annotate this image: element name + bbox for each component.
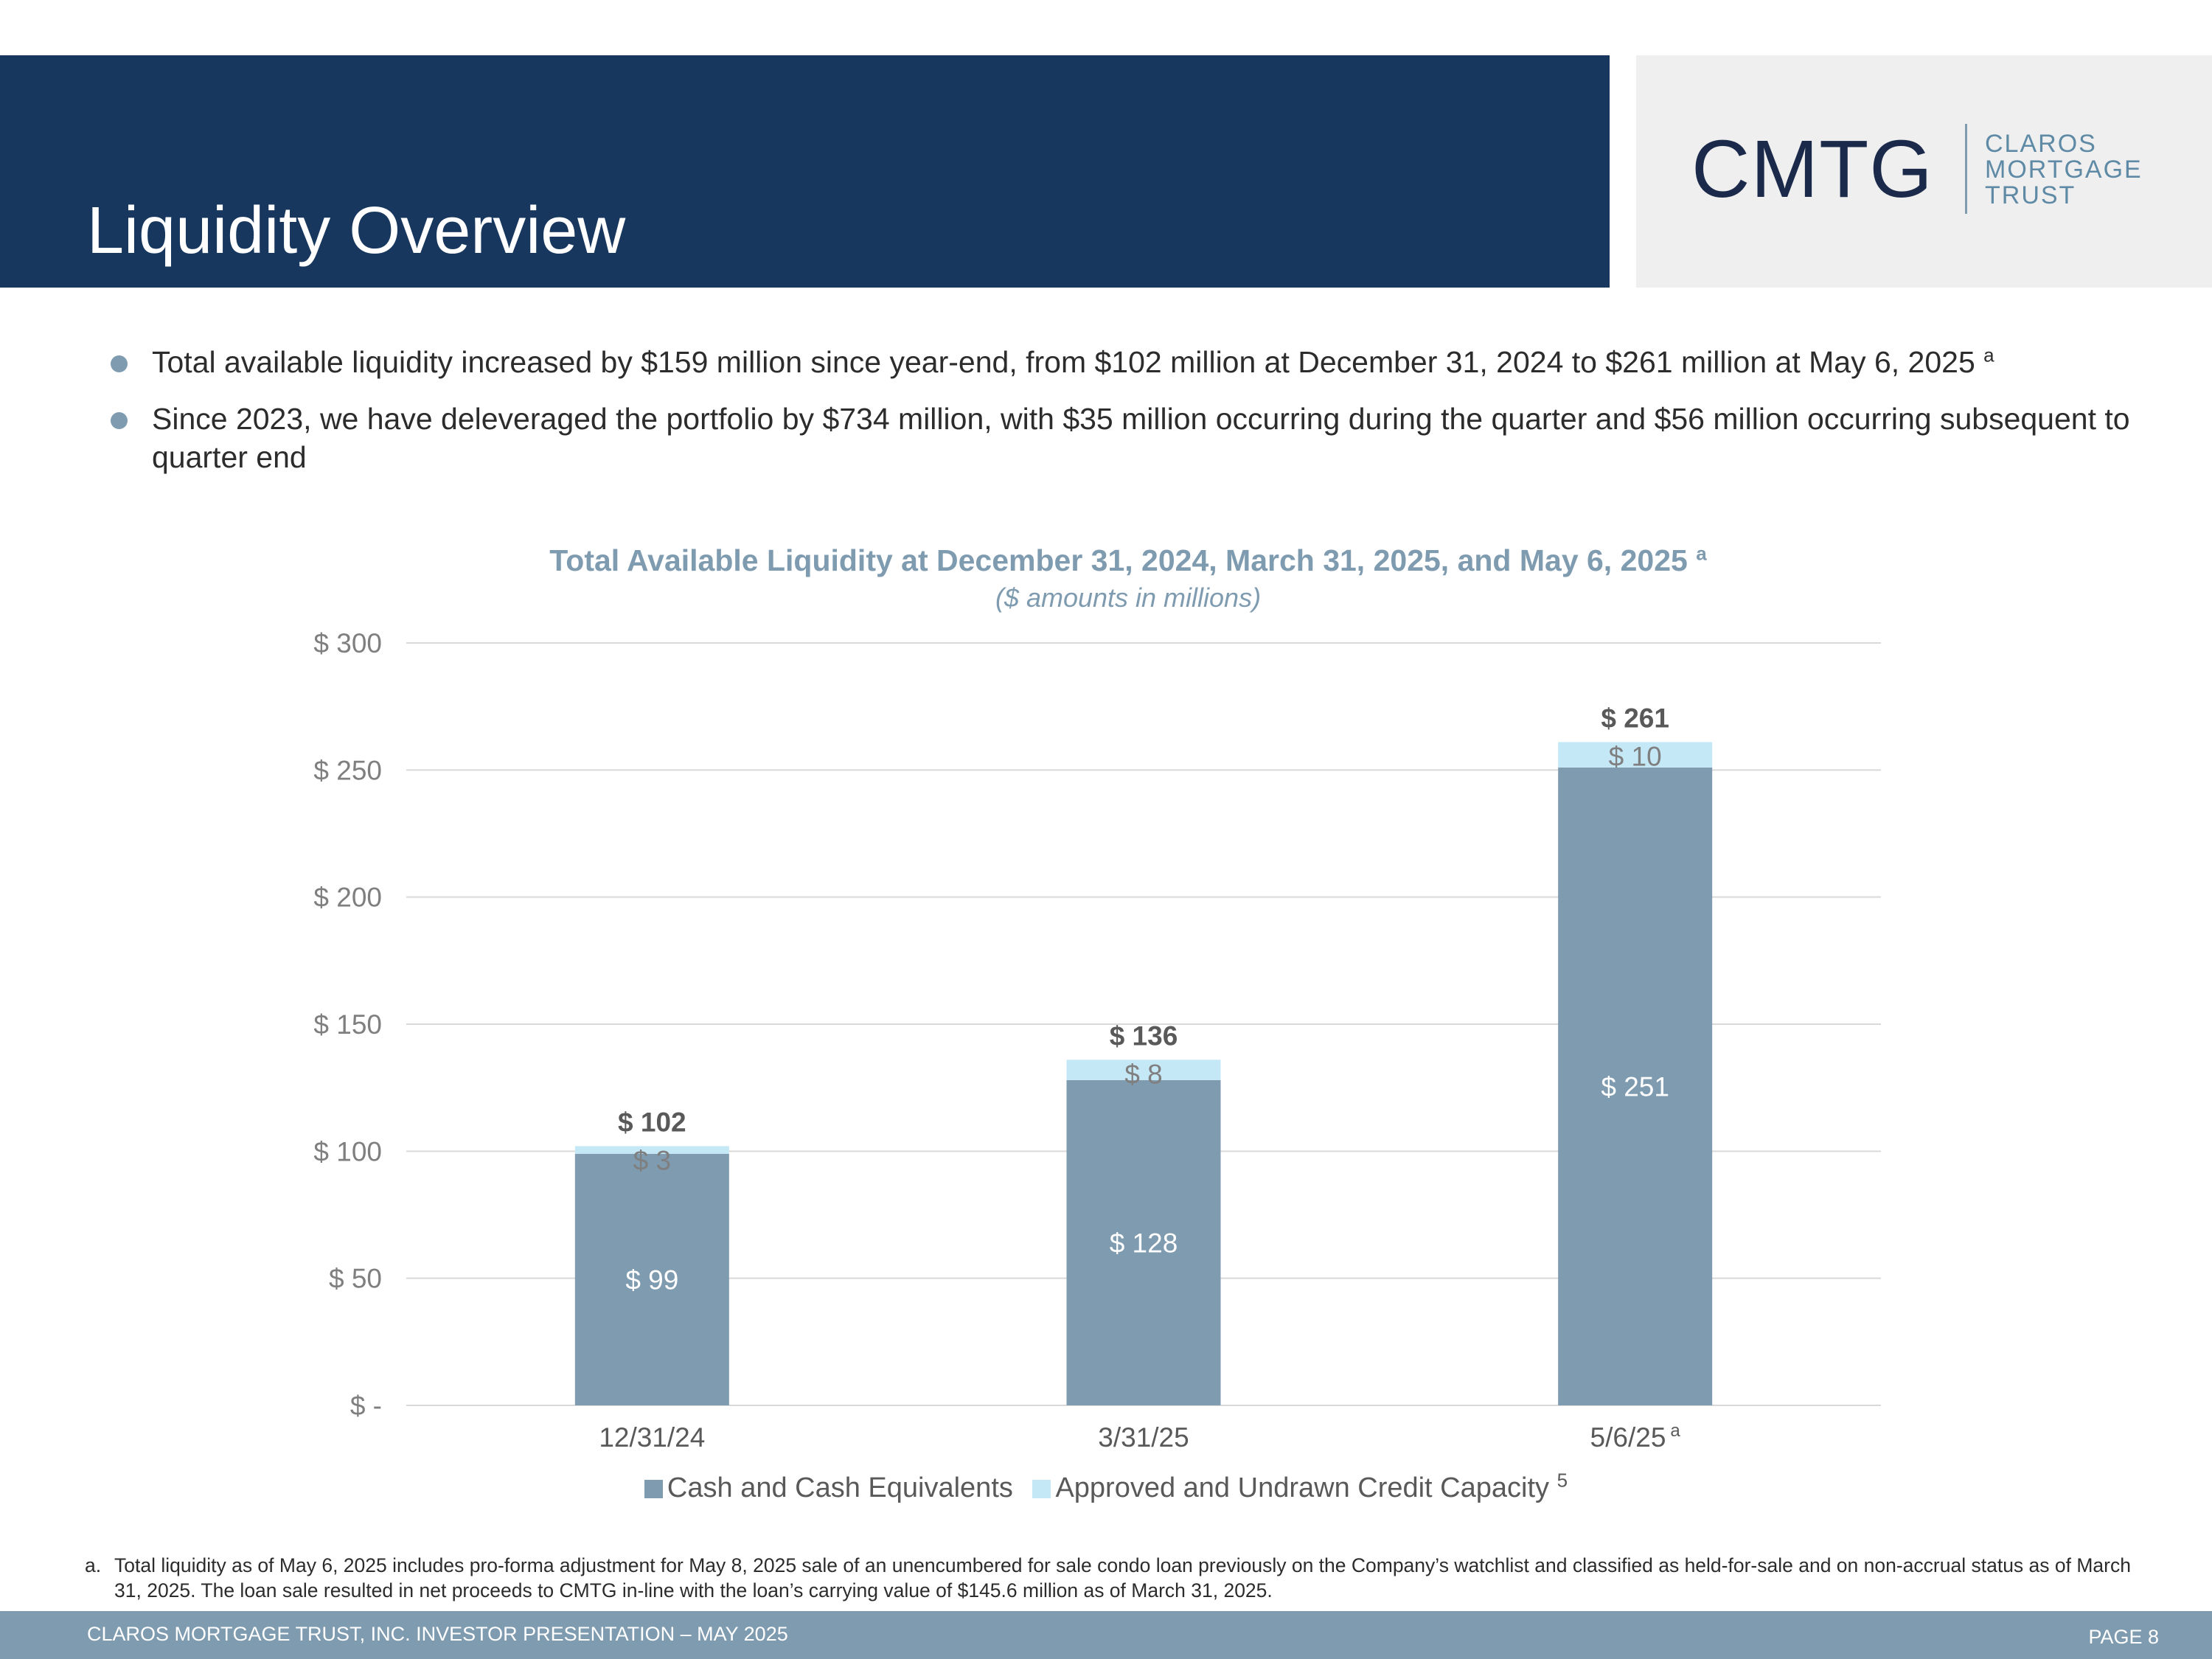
bar-credit	[574, 1146, 729, 1154]
company-logo: CMTG CLAROS MORTGAGE TRUST	[1636, 55, 2212, 288]
bullet-item: Since 2023, we have deleveraged the port…	[111, 400, 2146, 476]
logo-line-1: CLAROS	[1985, 130, 2097, 158]
x-tick-label: 3/31/25	[1098, 1422, 1189, 1453]
logo-mark: CMTG	[1691, 124, 1933, 215]
header-band	[0, 55, 1610, 288]
footnote-marker: a.	[85, 1554, 102, 1576]
bullet-icon	[111, 355, 128, 372]
logo-divider	[1965, 124, 1967, 214]
legend-item-credit: Approved and Undrawn Credit Capacity 5	[1032, 1469, 1568, 1504]
bar-cash	[1558, 767, 1713, 1405]
bullet-item: Total available liquidity increased by $…	[111, 343, 2146, 381]
data-label-credit: $ 8	[1124, 1059, 1162, 1089]
logo-wordmark: CLAROS MORTGAGE TRUST	[1985, 131, 2143, 209]
footnote-ref: a	[1983, 344, 1994, 366]
legend-label-credit: Approved and Undrawn Credit Capacity	[1055, 1472, 1550, 1503]
y-tick-label: $ 200	[313, 883, 382, 913]
data-label-cash: $ 128	[1110, 1228, 1178, 1258]
footnote: a. Total liquidity as of May 6, 2025 inc…	[85, 1553, 2131, 1603]
bar-credit	[1066, 1060, 1221, 1080]
bullet-list: Total available liquidity increased by $…	[111, 343, 2146, 495]
legend-label-cash: Cash and Cash Equivalents	[667, 1472, 1013, 1503]
bullet-text: Total available liquidity increased by $…	[152, 345, 1975, 379]
footnote-text: Total liquidity as of May 6, 2025 includ…	[114, 1554, 2131, 1601]
logo-line-3: TRUST	[1985, 181, 2076, 209]
data-label-total: $ 261	[1601, 703, 1669, 733]
data-label-credit: $ 3	[633, 1145, 671, 1175]
x-tick-label: 12/31/24	[599, 1422, 705, 1453]
y-tick-label: $ 300	[313, 628, 382, 658]
bar-credit	[1558, 742, 1713, 768]
x-tick-label: 5/6/25 a	[1590, 1421, 1681, 1453]
footer-band: CLAROS MORTGAGE TRUST, INC. INVESTOR PRE…	[0, 1611, 2212, 1659]
y-tick-label: $ -	[350, 1391, 382, 1421]
bar-cash	[1066, 1079, 1221, 1405]
liquidity-chart: $ - $ 50 $ 100 $ 150 $ 200 $ 250 $ 300 $ 99 $ 3 $…	[313, 628, 1881, 1453]
y-tick-label: $ 150	[313, 1009, 382, 1040]
chart-subtitle: ($ amounts in millions)	[995, 582, 1262, 613]
chart-title: Total Available Liquidity at December 31…	[0, 543, 2212, 578]
x-tick-footnote-ref: a	[1670, 1421, 1680, 1441]
y-tick-label: $ 100	[313, 1136, 382, 1166]
legend-item-cash: Cash and Cash Equivalents	[644, 1472, 1013, 1504]
bullet-text: Since 2023, we have deleveraged the port…	[152, 402, 2130, 474]
data-label-cash: $ 251	[1601, 1071, 1669, 1102]
data-label-credit: $ 10	[1609, 741, 1662, 771]
legend-footnote-ref: 5	[1557, 1469, 1568, 1492]
data-label-total: $ 102	[618, 1107, 686, 1137]
y-tick-label: $ 50	[329, 1264, 382, 1294]
page-number: PAGE 8	[2088, 1626, 2159, 1648]
bar-cash	[574, 1153, 729, 1405]
y-tick-label: $ 250	[313, 755, 382, 785]
data-label-total: $ 136	[1110, 1020, 1178, 1051]
legend-swatch-cash	[644, 1480, 663, 1498]
chart-legend: Cash and Cash Equivalents Approved and U…	[0, 1469, 2212, 1504]
logo-line-2: MORTGAGE	[1985, 156, 2143, 184]
bullet-icon	[111, 412, 128, 429]
chart-title-text: Total Available Liquidity at December 31…	[549, 543, 1688, 577]
footer-presentation-title: CLAROS MORTGAGE TRUST, INC. INVESTOR PRE…	[87, 1623, 788, 1645]
chart-title-footnote-ref: a	[1696, 542, 1707, 565]
legend-swatch-credit	[1032, 1480, 1051, 1498]
data-label-cash: $ 99	[625, 1265, 678, 1295]
page-title: Liquidity Overview	[87, 194, 626, 268]
